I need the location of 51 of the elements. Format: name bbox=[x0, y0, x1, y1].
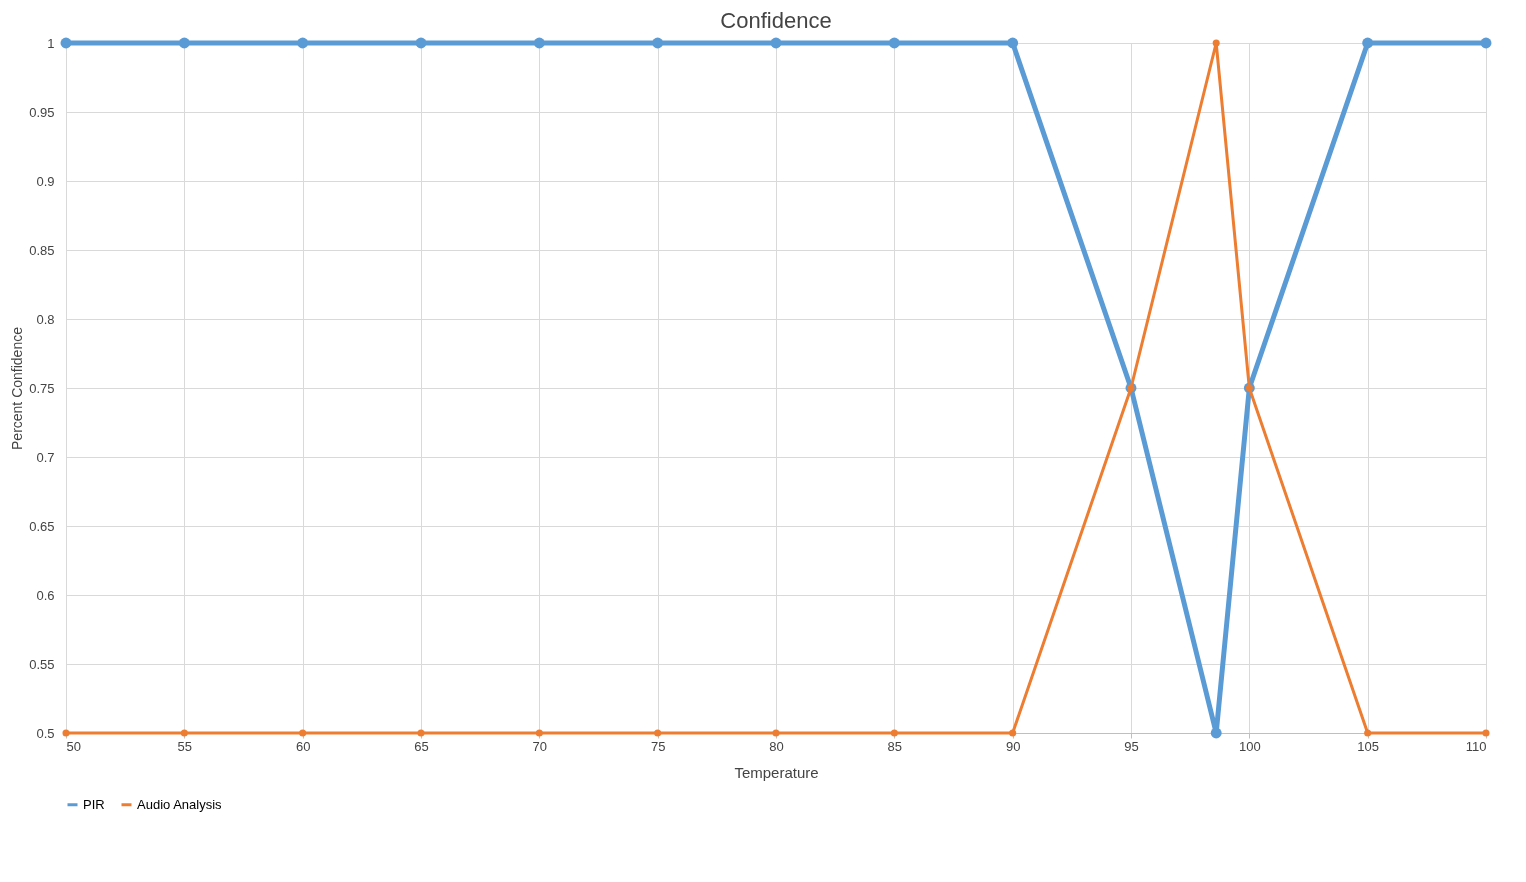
point bbox=[533, 37, 545, 49]
point bbox=[299, 729, 307, 737]
point bbox=[180, 729, 188, 737]
point bbox=[1210, 727, 1222, 739]
point bbox=[415, 37, 427, 49]
point bbox=[535, 729, 543, 737]
x-tick-label: 55 bbox=[177, 738, 193, 754]
point bbox=[1364, 729, 1372, 737]
x-tick-label: 60 bbox=[295, 738, 311, 754]
point bbox=[1362, 37, 1374, 49]
point bbox=[1212, 39, 1220, 47]
legend-label: PIR bbox=[83, 796, 105, 812]
legend-label: Audio Analysis bbox=[137, 796, 223, 812]
point bbox=[888, 37, 900, 49]
point bbox=[770, 37, 782, 49]
y-tick-label: 0.7 bbox=[36, 449, 55, 465]
point bbox=[178, 37, 190, 49]
y-tick-label: 0.95 bbox=[29, 104, 55, 120]
x-tick-label: 110 bbox=[1465, 738, 1487, 754]
point bbox=[652, 37, 664, 49]
x-tick-label: 85 bbox=[887, 738, 903, 754]
chart-title: Confidence bbox=[720, 8, 832, 33]
x-tick-label: 90 bbox=[1005, 738, 1021, 754]
y-tick-label: 0.75 bbox=[29, 380, 55, 396]
y-tick-label: 0.8 bbox=[36, 311, 55, 327]
point bbox=[772, 729, 780, 737]
point bbox=[417, 729, 425, 737]
point bbox=[297, 37, 309, 49]
x-tick-label: 50 bbox=[66, 738, 81, 754]
x-tick-label: 75 bbox=[650, 738, 666, 754]
y-tick-label: 0.65 bbox=[29, 518, 55, 534]
x-tick-label: 80 bbox=[769, 738, 784, 754]
point bbox=[1009, 729, 1017, 737]
y-tick-label: 0.9 bbox=[36, 173, 55, 189]
y-tick-label: 0.5 bbox=[36, 725, 55, 741]
point bbox=[1007, 37, 1019, 49]
x-tick-label: 105 bbox=[1357, 738, 1380, 754]
x-tick-label: 100 bbox=[1238, 738, 1261, 754]
y-tick-label: 0.85 bbox=[29, 242, 55, 258]
y-tick-label: 0.55 bbox=[29, 656, 55, 672]
point bbox=[1480, 37, 1492, 49]
x-tick-label: 65 bbox=[414, 738, 429, 754]
x-axis-title: Temperature bbox=[734, 763, 819, 781]
x-tick-label: 70 bbox=[532, 738, 548, 754]
y-tick-label: 0.6 bbox=[36, 587, 55, 603]
y-tick-label: 1 bbox=[47, 35, 55, 51]
x-tick-label: 95 bbox=[1124, 738, 1139, 754]
point bbox=[654, 729, 662, 737]
y-axis-title: Percent Confidence bbox=[9, 326, 26, 450]
point bbox=[890, 729, 898, 737]
point bbox=[60, 37, 72, 49]
